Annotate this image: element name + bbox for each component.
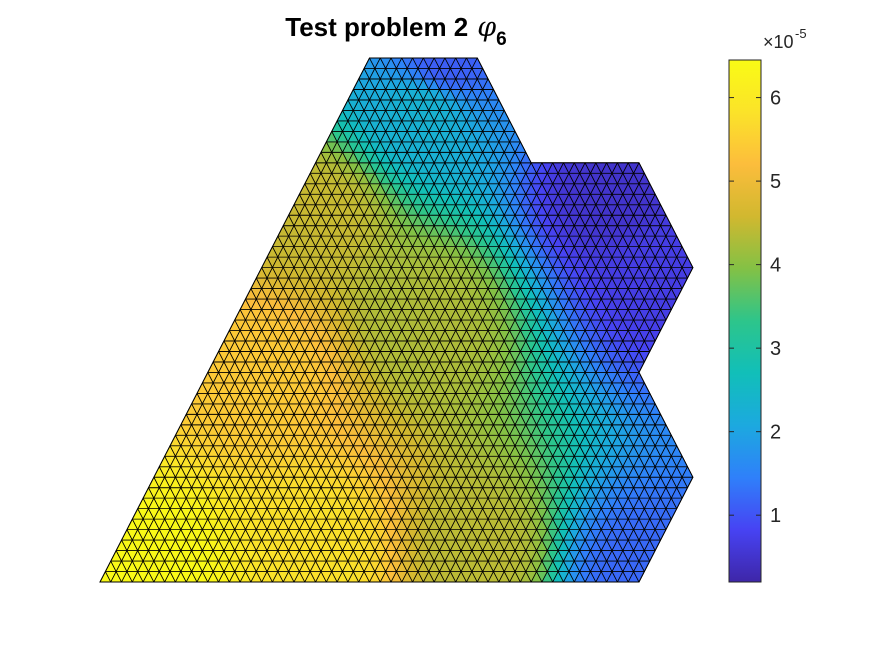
colorbar-tick-label: 2 [770, 422, 781, 444]
colorbar-tick-label: 4 [770, 255, 781, 277]
colorbar-exponent-value: -5 [795, 26, 807, 41]
chart-title: Test problem 2 φ 6 [285, 12, 507, 50]
colorbar-tick-label: 5 [770, 171, 781, 193]
chart-title-subscript: 6 [496, 29, 507, 50]
colorbar-bar [728, 59, 762, 583]
colorbar-exponent-label: ×10 [763, 32, 794, 52]
chart-title-text: Test problem 2 [285, 12, 468, 42]
colorbar: 1 2 3 4 5 6 ×10 -5 [728, 26, 807, 583]
chart-title-symbol: φ [477, 12, 496, 43]
triangle-mesh-surface [99, 57, 694, 583]
colorbar-tick-label: 3 [770, 338, 781, 360]
colorbar-tick-label: 1 [770, 505, 781, 527]
colorbar-tick-label: 6 [770, 88, 781, 110]
